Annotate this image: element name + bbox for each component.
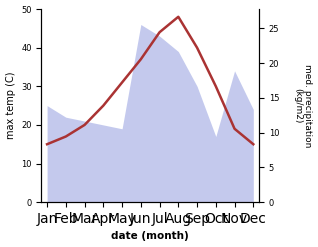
- Y-axis label: med. precipitation
(kg/m2): med. precipitation (kg/m2): [293, 64, 313, 147]
- Y-axis label: max temp (C): max temp (C): [5, 72, 16, 139]
- X-axis label: date (month): date (month): [111, 231, 189, 242]
